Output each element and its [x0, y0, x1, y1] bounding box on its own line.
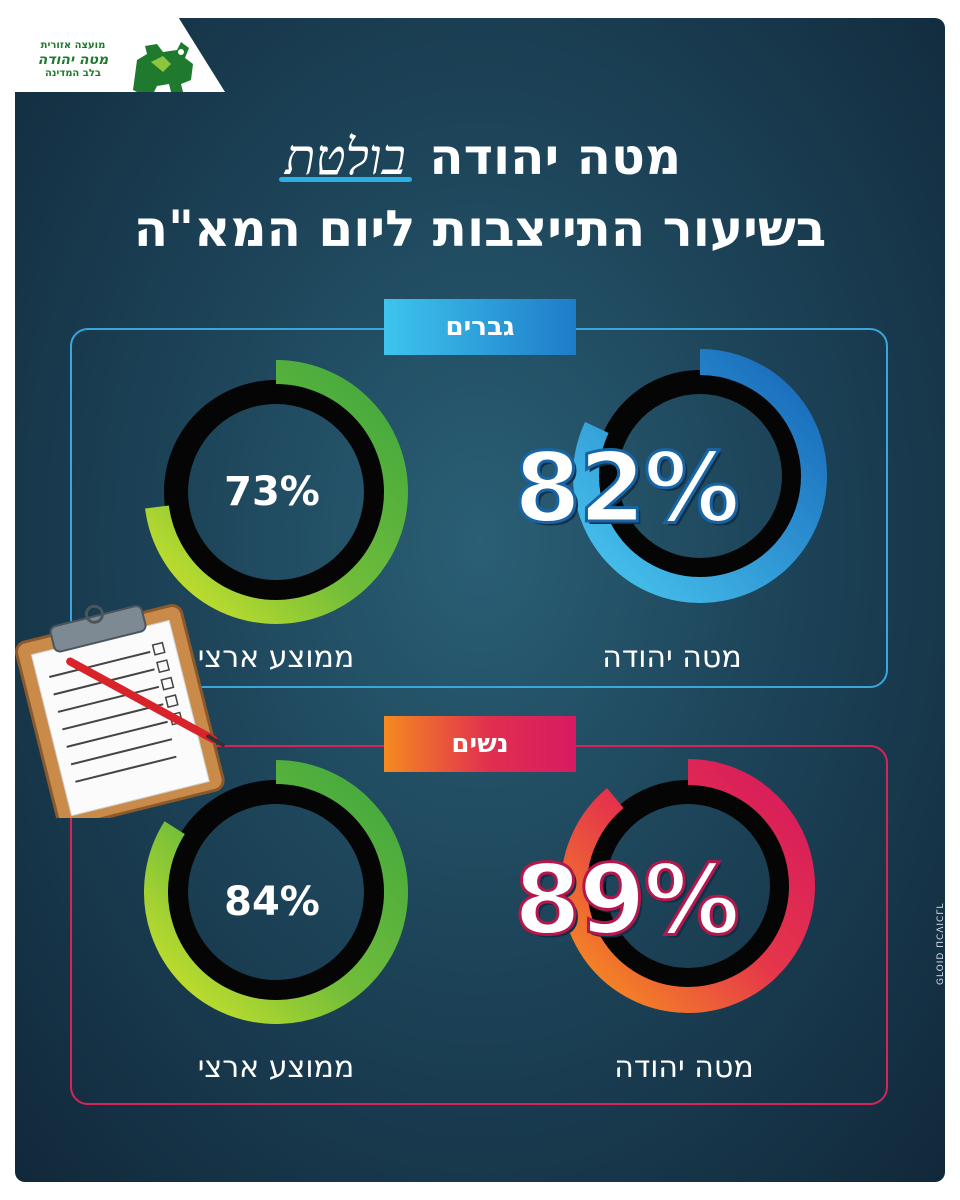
men-region-arc [573, 349, 827, 603]
men-national-value: 73% [224, 469, 320, 515]
poster-background [15, 18, 945, 1182]
image-credit: GLOID ΠCΛICΓL [936, 902, 946, 985]
logo-line-1: מועצה אזורית [40, 40, 106, 51]
men-region-track [594, 370, 806, 582]
clipboard-icon [15, 604, 225, 818]
women-region-label: מטה יהודה [614, 1050, 754, 1085]
men-region-label: מטה יהודה [602, 640, 742, 675]
women-region-arc [561, 759, 815, 1013]
logo-line-3: בלב המדינה [44, 67, 102, 79]
women-national-value: 84% [224, 879, 320, 925]
men-national-label: ממוצע ארצי [197, 640, 355, 675]
men-national-track [164, 380, 388, 604]
title-line-1: מטה יהודה בולטת [60, 128, 900, 186]
women-national-track [164, 780, 388, 1004]
logo-line-2: מטה יהודה [37, 51, 109, 68]
women-national-label: ממוצע ארצי [197, 1050, 355, 1085]
women-region-value: 89% [513, 843, 742, 958]
logo-wordmark: מועצה אזורית מטה יהודה בלב המדינה [37, 40, 109, 79]
men-national-arc [145, 360, 408, 624]
title-accent-word: בולטת [278, 128, 412, 186]
men-section-label: גברים [384, 299, 576, 355]
title-prefix: מטה יהודה [429, 128, 682, 186]
men-region-value: 82% [513, 431, 742, 546]
lion-logo-icon [133, 42, 193, 92]
women-national-arc [144, 760, 408, 1024]
women-section-label: נשים [384, 716, 576, 772]
title-line-2: בשיעור התייצבות ליום המא"ה [133, 200, 827, 258]
women-region-track [582, 780, 794, 992]
